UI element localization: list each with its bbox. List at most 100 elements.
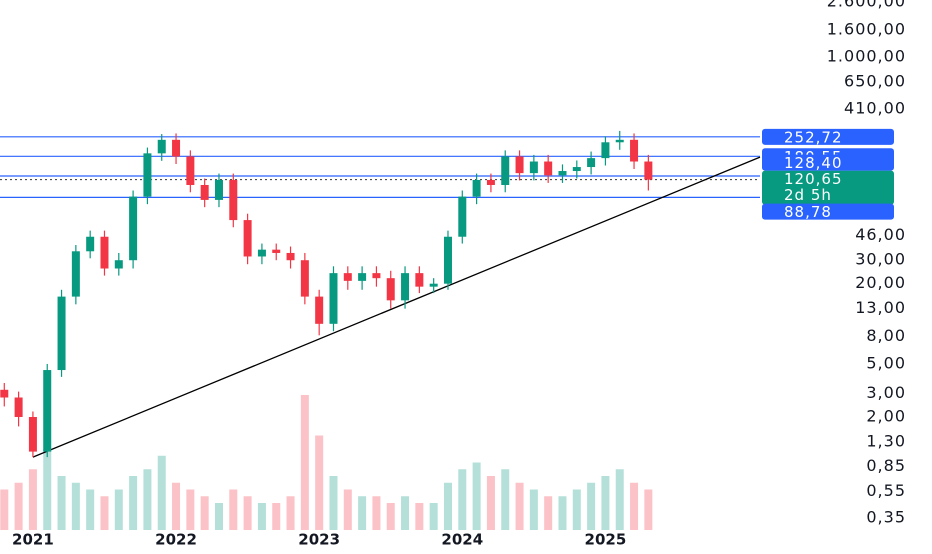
candle-body [315, 296, 324, 324]
volume-bar [272, 503, 281, 530]
y-tick-label: 0,85 [866, 456, 906, 475]
volume-bar [486, 476, 495, 530]
volume-bar [172, 482, 181, 530]
volume-bar [57, 476, 66, 530]
candle-body [272, 249, 281, 253]
volume-bar [257, 503, 266, 530]
level-badge [762, 203, 894, 220]
candle-body [0, 389, 9, 398]
volume-bar [472, 462, 481, 530]
last-price-label: 120,65 [784, 170, 843, 188]
candle-body [229, 179, 238, 221]
candle-body [486, 179, 495, 185]
candle-body [86, 236, 95, 252]
volume-bar [458, 469, 467, 530]
candle-body [143, 153, 152, 197]
volume-bar [558, 496, 567, 530]
y-tick-label: 0,35 [866, 507, 906, 526]
x-tick-label: 2022 [155, 531, 197, 549]
volume-bar [587, 482, 596, 530]
trendline [32, 156, 761, 458]
candle-body [243, 220, 252, 257]
y-tick-label: 3,00 [866, 383, 906, 402]
y-tick-label: 5,00 [866, 353, 906, 372]
candle-body [443, 236, 452, 284]
volume-bar [157, 455, 166, 530]
volume-bar [615, 469, 624, 530]
y-tick-label: 20,00 [855, 273, 906, 292]
volume-bar [443, 482, 452, 530]
volume-bar [28, 469, 37, 530]
candle-body [515, 156, 524, 174]
candle-body [286, 252, 295, 261]
volume-bar [315, 435, 324, 530]
candle-body [429, 283, 438, 287]
candle-body [529, 161, 538, 174]
volume-bar [286, 496, 295, 530]
y-tick-label: 650,00 [844, 72, 906, 91]
volume-bar [429, 503, 438, 530]
y-tick-label: 410,00 [844, 98, 906, 117]
volume-bar [229, 489, 238, 530]
volume-bar [644, 489, 653, 530]
candle-body [57, 296, 66, 371]
candle-body [501, 156, 510, 185]
candle-body [257, 249, 266, 257]
volume-bar [243, 496, 252, 530]
x-tick-label: 2024 [441, 531, 483, 549]
candle-body [415, 273, 424, 287]
y-tick-label: 8,00 [866, 326, 906, 345]
candle-body [630, 139, 639, 162]
level-badge [762, 128, 894, 145]
x-tick-label: 2021 [12, 531, 54, 549]
level-badge [762, 154, 894, 171]
y-tick-label: 1,30 [866, 431, 906, 450]
volume-bar [143, 469, 152, 530]
x-tick-label: 2023 [298, 531, 340, 549]
candle-body [644, 161, 653, 180]
x-tick-label: 2025 [585, 531, 627, 549]
candle-body [343, 273, 352, 281]
candle-body [458, 196, 467, 237]
volume-bar [415, 503, 424, 530]
volume-bar [544, 496, 553, 530]
candle-body [572, 167, 581, 172]
y-tick-label: 1.000,00 [827, 47, 906, 66]
candle-body [100, 236, 109, 269]
volume-bar [372, 496, 381, 530]
level-label: 128,40 [784, 154, 843, 172]
y-tick-label: 0,55 [866, 481, 906, 500]
volume-bar [401, 496, 410, 530]
volume-bar [43, 449, 52, 530]
volume-bar [343, 489, 352, 530]
last-price-badge [762, 170, 894, 205]
y-tick-label: 13,00 [855, 298, 906, 317]
candle-body [129, 196, 138, 261]
candle-body [401, 273, 410, 301]
candle-body [114, 260, 123, 269]
volume-bar [214, 503, 223, 530]
candle-body [372, 273, 381, 279]
volume-bar [129, 476, 138, 530]
volume-bar [14, 482, 23, 530]
volume-bar [86, 489, 95, 530]
candle-body [587, 158, 596, 168]
candle-body [186, 156, 195, 185]
volume-bar [186, 489, 195, 530]
volume-bar [71, 482, 80, 530]
y-tick-label: 1.600,00 [827, 19, 906, 38]
volume-bar [114, 489, 123, 530]
candle-body [386, 278, 395, 301]
volume-bar [601, 476, 610, 530]
volume-bar [572, 489, 581, 530]
volume-bar [630, 482, 639, 530]
candle-body [544, 161, 553, 176]
level-label: 88,78 [784, 203, 832, 221]
candle-body [472, 179, 481, 197]
candle-body [172, 139, 181, 157]
volume-bar [386, 503, 395, 530]
y-tick-label: 46,00 [855, 225, 906, 244]
level-label: 252,72 [784, 128, 843, 146]
candle-body [300, 260, 309, 297]
